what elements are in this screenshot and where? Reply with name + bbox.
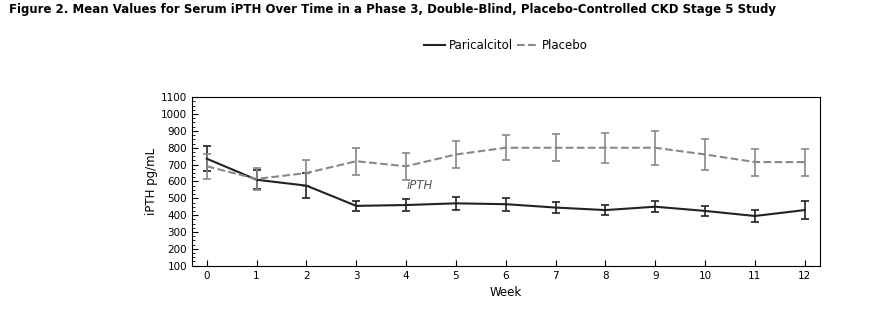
Text: iPTH: iPTH bbox=[406, 179, 433, 192]
X-axis label: Week: Week bbox=[490, 286, 521, 299]
Text: Figure 2. Mean Values for Serum iPTH Over Time in a Phase 3, Double-Blind, Place: Figure 2. Mean Values for Serum iPTH Ove… bbox=[9, 3, 776, 16]
Legend: Paricalcitol, Placebo: Paricalcitol, Placebo bbox=[424, 39, 588, 52]
Y-axis label: iPTH pg/mL: iPTH pg/mL bbox=[145, 148, 158, 215]
